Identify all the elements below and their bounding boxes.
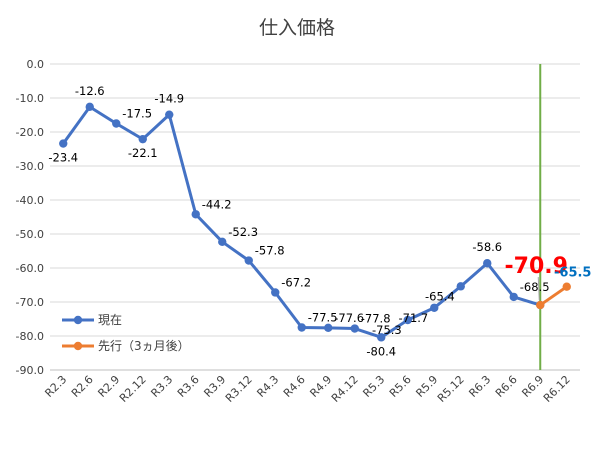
legend-swatch-marker	[73, 341, 83, 351]
data-label: -77.8	[361, 312, 391, 326]
grid-lines	[50, 63, 580, 371]
data-label: -12.6	[75, 84, 105, 98]
x-tick-label: R5.12	[435, 373, 467, 405]
y-tick-label: -10.0	[16, 92, 44, 105]
y-axis-ticks: 0.0 -10.0 -20.0 -30.0 -40.0 -50.0 -60.0 -70.0 -8…	[16, 58, 44, 377]
x-tick-label: R5.6	[387, 373, 414, 400]
y-tick-label: -60.0	[16, 262, 44, 275]
x-tick-label: R3.6	[175, 373, 202, 400]
x-tick-label: R2.12	[117, 373, 149, 405]
data-label: -57.8	[255, 244, 285, 258]
x-tick-label: R6.12	[541, 373, 573, 405]
y-tick-label: -80.0	[16, 330, 44, 343]
series-line	[539, 285, 568, 307]
data-point	[456, 282, 465, 291]
y-tick-label: -40.0	[16, 194, 44, 207]
data-point	[218, 237, 227, 247]
data-label: -14.9	[154, 92, 184, 106]
data-point	[403, 315, 412, 325]
data-label: -77.5	[308, 311, 338, 325]
data-point	[59, 139, 68, 148]
x-tick-label: R6.6	[493, 373, 520, 400]
data-point	[191, 210, 200, 219]
x-tick-label: R3.12	[223, 373, 255, 405]
data-label: -75.3	[372, 323, 402, 337]
x-tick-label: R2.3	[42, 373, 69, 400]
y-tick-label: -20.0	[16, 126, 44, 139]
data-point	[562, 282, 571, 291]
y-tick-label: -30.0	[16, 160, 44, 173]
y-tick-label: 0.0	[27, 58, 45, 71]
highlight-label: -65.5	[554, 266, 591, 281]
y-tick-label: -70.0	[16, 296, 44, 309]
data-point	[324, 323, 333, 333]
y-tick-label: -90.0	[16, 364, 44, 377]
x-axis-ticks: R2.3 R2.6 R2.9R2.12 R3.3 R3.6 R3.9R3.12 R4.3 R4…	[42, 373, 572, 405]
data-label: -23.4	[48, 151, 78, 165]
data-point	[297, 323, 306, 332]
leader-line	[537, 277, 540, 301]
series-group	[59, 102, 571, 342]
legend-label: 現在	[98, 313, 122, 327]
data-label: -22.1	[128, 146, 158, 160]
data-label: -67.2	[281, 275, 311, 289]
data-point	[483, 259, 492, 268]
data-label: -71.7	[398, 311, 428, 325]
data-point	[271, 288, 280, 297]
legend-swatch-marker	[73, 315, 83, 325]
data-point	[509, 292, 518, 302]
chart-title: 仕入価格	[259, 17, 335, 39]
y-tick-label: -50.0	[16, 228, 44, 241]
x-tick-label: R3.3	[148, 373, 175, 400]
x-tick-label: R2.6	[69, 373, 96, 400]
x-tick-label: R4.12	[329, 373, 361, 405]
data-label: -77.6	[334, 311, 364, 325]
highlight-label: -70.9	[505, 254, 568, 279]
data-point	[112, 119, 121, 128]
x-tick-label: R4.6	[281, 373, 308, 400]
data-point	[536, 300, 545, 310]
data-point	[244, 256, 253, 265]
data-labels: -23.4 -12.6 -17.5 -22.1 -14.9 -44.2 -52.3 -57.8…	[48, 84, 591, 359]
data-point	[377, 333, 386, 342]
data-label: -80.4	[366, 344, 396, 358]
data-point	[138, 134, 147, 144]
data-point	[165, 110, 174, 119]
series-line	[62, 105, 541, 339]
data-label: -52.3	[228, 225, 258, 239]
data-point	[430, 303, 439, 312]
x-tick-label: R5.3	[360, 373, 387, 400]
data-point	[350, 324, 359, 333]
x-tick-label: R6.3	[466, 373, 493, 400]
x-tick-label: R4.3	[254, 373, 281, 400]
data-label: -58.6	[472, 240, 502, 254]
data-label: -65.4	[425, 289, 455, 303]
data-label: -17.5	[122, 107, 152, 121]
data-label: -44.2	[202, 197, 232, 211]
legend-label: 先行（3ヵ月後）	[98, 339, 190, 353]
data-label: -68.5	[520, 280, 550, 294]
data-point	[85, 102, 94, 112]
